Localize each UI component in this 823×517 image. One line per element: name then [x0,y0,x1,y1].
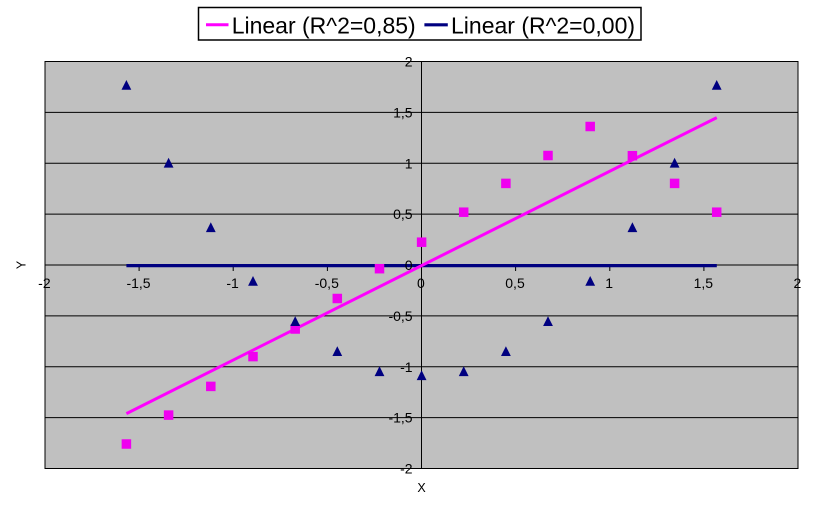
svg-text:2: 2 [794,275,802,291]
svg-text:Y: Y [15,260,29,269]
svg-text:0: 0 [405,257,413,273]
svg-text:-2: -2 [38,275,51,291]
svg-text:-1,5: -1,5 [388,410,412,426]
svg-text:1: 1 [405,155,413,171]
svg-text:-2: -2 [400,461,413,477]
svg-text:1,5: 1,5 [694,275,714,291]
svg-text:1: 1 [605,275,613,291]
svg-text:-0,5: -0,5 [388,308,412,324]
svg-text:1,5: 1,5 [393,105,413,121]
svg-text:-1,5: -1,5 [126,275,150,291]
svg-text:0,5: 0,5 [393,206,413,222]
svg-text:Linear (R^2=0,00): Linear (R^2=0,00) [451,12,635,38]
svg-text:-1: -1 [226,275,239,291]
svg-text:Linear (R^2=0,85): Linear (R^2=0,85) [232,12,416,38]
svg-text:0,5: 0,5 [505,275,525,291]
svg-text:0: 0 [417,275,425,291]
svg-text:-1: -1 [400,359,413,375]
svg-text:2: 2 [405,54,413,70]
svg-text:-0,5: -0,5 [315,275,339,291]
svg-text:X: X [417,481,426,495]
